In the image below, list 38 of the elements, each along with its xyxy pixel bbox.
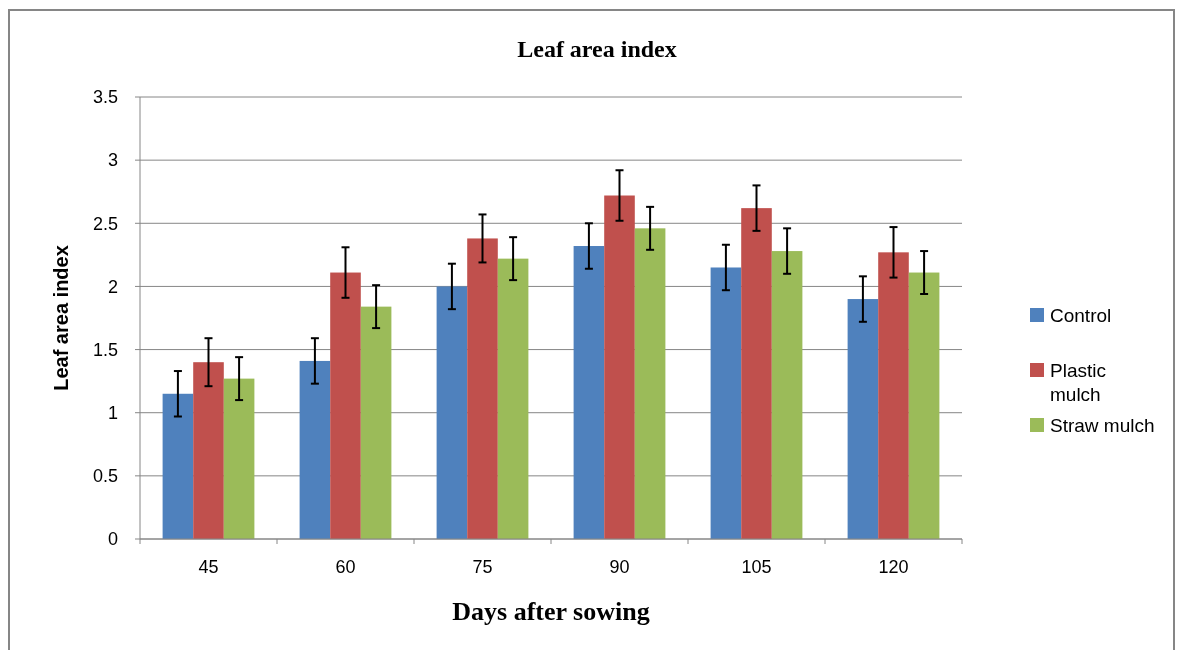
legend-label: Control bbox=[1050, 304, 1112, 326]
bar bbox=[223, 378, 255, 539]
bar bbox=[710, 267, 742, 539]
x-tick-label: 75 bbox=[472, 557, 493, 577]
bar bbox=[908, 272, 940, 539]
bar bbox=[193, 362, 224, 539]
bar bbox=[634, 228, 666, 539]
y-tick-label: 2 bbox=[107, 276, 118, 297]
legend-label: Straw mulch bbox=[1050, 414, 1155, 436]
y-tick-label: 1 bbox=[107, 403, 118, 424]
y-tick-label: 1.5 bbox=[92, 339, 118, 360]
y-tick-label: 0.5 bbox=[92, 466, 118, 487]
y-tick-label: 3.5 bbox=[92, 87, 118, 108]
x-tick-label: 45 bbox=[198, 557, 219, 577]
legend-label: Plastic mulch bbox=[1050, 359, 1106, 406]
y-axis-title: Leaf area index bbox=[50, 245, 72, 391]
bar bbox=[741, 208, 772, 539]
y-tick-label: 2.5 bbox=[92, 213, 118, 234]
bar bbox=[847, 299, 879, 539]
bar bbox=[162, 393, 194, 539]
y-tick-label: 3 bbox=[107, 150, 118, 171]
x-tick-label: 120 bbox=[878, 557, 909, 577]
x-tick-label: 60 bbox=[335, 557, 356, 577]
chart-title: Leaf area index bbox=[517, 36, 677, 62]
y-tick-label: 0 bbox=[107, 529, 118, 550]
bar bbox=[299, 360, 331, 539]
x-tick-label: 105 bbox=[741, 557, 772, 577]
bar bbox=[878, 252, 909, 539]
bar bbox=[436, 286, 468, 539]
bar bbox=[497, 258, 529, 539]
bar bbox=[604, 195, 635, 539]
bar bbox=[330, 272, 361, 539]
bar bbox=[573, 246, 605, 539]
bar bbox=[467, 238, 498, 539]
bar bbox=[360, 306, 392, 539]
x-tick-label: 90 bbox=[609, 557, 630, 577]
bar bbox=[771, 251, 803, 539]
x-axis-title: Days after sowing bbox=[452, 597, 650, 626]
